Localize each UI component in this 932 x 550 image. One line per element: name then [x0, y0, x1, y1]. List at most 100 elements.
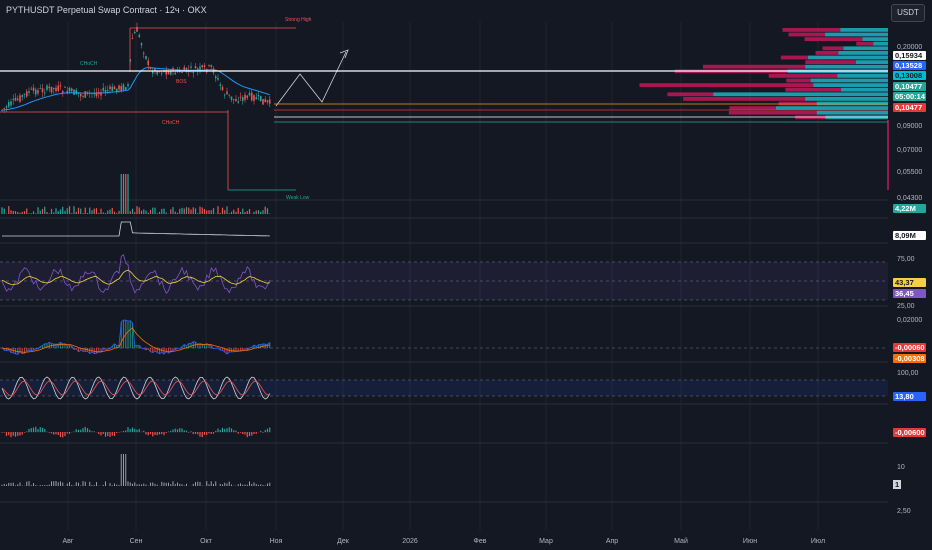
projection-arrowhead	[339, 49, 349, 59]
price-badge-label: 0,13008	[895, 71, 922, 80]
volume-bar	[91, 210, 93, 214]
candle-body	[3, 108, 6, 109]
rsi-tick-label: 25,00	[897, 303, 915, 310]
osc-hist-bar	[264, 429, 266, 433]
osc-hist-bar	[251, 432, 253, 436]
osc-hist-bar	[212, 432, 215, 434]
bottom-volume-bar	[136, 484, 138, 486]
osc-hist-bar	[116, 432, 118, 434]
macd-hist-bar	[28, 348, 30, 351]
osc-hist-bar	[37, 429, 39, 433]
bottom-volume-bar	[30, 485, 32, 486]
candle-body	[192, 72, 195, 74]
volume-bar	[68, 206, 71, 214]
candle-body	[61, 91, 64, 93]
volume-bar	[10, 210, 12, 214]
macd-hist-bar	[131, 323, 134, 349]
bottom-volume-bar	[228, 481, 230, 486]
macd-hist-bar	[100, 348, 102, 353]
candle-body	[214, 76, 217, 79]
time-tick-label: Фев	[474, 538, 487, 545]
bottom-volume-bar	[206, 481, 208, 486]
rsi-badge-label: 36,45	[895, 289, 914, 298]
macd-hist-bar	[19, 348, 21, 352]
bottom-volume-bar	[96, 482, 97, 486]
bottom-volume-bar	[42, 485, 43, 486]
vp-sell-bar	[683, 97, 806, 101]
macd-hist-bar	[174, 348, 176, 350]
bottom-volume-bar	[109, 483, 111, 486]
volume-bar	[174, 211, 176, 214]
volume-bar	[230, 211, 233, 214]
macd-hist-bar	[30, 348, 32, 352]
osc-hist-bar	[138, 428, 140, 433]
volume-bar	[143, 209, 145, 214]
osc-badge-label: -0,00600	[895, 428, 925, 437]
vp-buy-bar	[841, 87, 888, 92]
osc-hist-bar	[230, 428, 233, 433]
macd-hist-bar	[138, 345, 140, 349]
candle-body	[122, 84, 125, 90]
candle-body	[140, 43, 143, 46]
osc-hist-bar	[26, 431, 28, 433]
bottom-volume-bar	[215, 481, 217, 486]
candle-body	[113, 86, 116, 90]
volume-bar	[120, 174, 122, 214]
volume-bar	[140, 210, 143, 214]
osc-hist-bar	[163, 432, 165, 436]
osc-hist-bar	[158, 432, 161, 435]
macd-hist-bar	[62, 344, 64, 349]
candle-body	[43, 92, 46, 94]
bottom-volume-bar	[179, 483, 181, 486]
volume-bar	[244, 212, 246, 214]
macd-hist-bar	[167, 348, 170, 354]
macd-hist-bar	[226, 348, 228, 355]
osc-hist-bar	[39, 427, 41, 433]
macd-hist-bar	[197, 344, 199, 349]
candle-body	[226, 91, 228, 95]
vp-sell-bar	[778, 101, 817, 106]
volume-bar	[224, 210, 226, 214]
bottom-tick-label: 10	[897, 464, 905, 471]
volume-bar	[84, 207, 86, 214]
macd-hist-bar	[242, 348, 244, 350]
bottom-volume-bar	[150, 482, 151, 486]
osc-hist-bar	[10, 432, 12, 438]
vp-sell-bar	[856, 41, 874, 46]
volume-bar	[172, 207, 174, 214]
osc-hist-bar	[62, 432, 64, 438]
volume-bar	[176, 212, 179, 214]
volume-bar	[206, 210, 208, 214]
volume-bar	[80, 208, 82, 214]
bottom-volume-bar	[53, 481, 55, 486]
volume-bar	[50, 208, 53, 214]
macd-hist-bar	[116, 345, 118, 349]
osc-hist-bar	[102, 432, 104, 434]
osc-hist-bar	[203, 432, 206, 435]
osc-hist-bar	[239, 432, 242, 433]
volume-bar	[21, 211, 23, 214]
volume-bar	[145, 210, 147, 214]
volume-bar	[217, 206, 219, 214]
time-tick-label: Мар	[539, 538, 553, 545]
vp-sell-bar	[786, 78, 811, 83]
volume-bar	[239, 212, 242, 214]
rsi-badge	[893, 289, 926, 298]
osc-hist-bar	[145, 432, 147, 435]
volume-bar	[17, 212, 19, 214]
currency-button[interactable]: USDT	[891, 4, 925, 22]
osc-hist-bar	[149, 432, 152, 435]
candle-body	[77, 93, 80, 94]
macd-hist-bar	[136, 345, 138, 349]
volume-bar	[48, 213, 50, 214]
volume-profile	[639, 28, 889, 190]
osc-hist-bar	[197, 432, 199, 435]
bottom-volume-bar	[251, 483, 253, 486]
candle-body	[203, 65, 206, 67]
candle-body	[145, 55, 147, 60]
candle-body	[210, 65, 213, 67]
macd-hist-bar	[111, 346, 113, 349]
osc-hist-bar	[190, 431, 192, 433]
bottom-badge	[893, 480, 901, 489]
